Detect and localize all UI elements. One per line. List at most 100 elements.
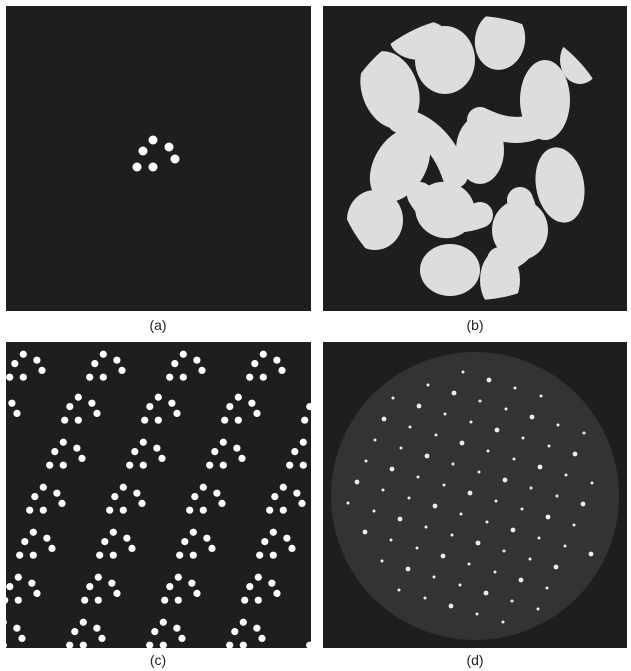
- spot: [389, 466, 395, 472]
- dot: [193, 589, 201, 598]
- dot: [268, 579, 276, 587]
- spot: [458, 583, 462, 587]
- spot: [354, 479, 360, 485]
- dot: [6, 642, 7, 648]
- spot: [459, 440, 465, 446]
- dot: [138, 146, 148, 156]
- spot: [590, 481, 594, 485]
- spot: [478, 399, 482, 403]
- spot: [416, 475, 420, 479]
- dot: [6, 596, 9, 604]
- dot: [186, 506, 194, 514]
- dot: [58, 499, 66, 507]
- diffraction-disc: [331, 352, 619, 640]
- dot: [141, 416, 149, 424]
- spot: [564, 473, 568, 477]
- spot: [518, 577, 524, 583]
- dot: [119, 506, 127, 514]
- dot: [273, 356, 281, 364]
- spot: [397, 516, 403, 522]
- dot: [211, 448, 219, 456]
- dot: [113, 589, 121, 598]
- dot: [93, 624, 101, 632]
- dot: [218, 499, 226, 507]
- dot: [269, 551, 277, 559]
- spot: [547, 444, 551, 448]
- spot: [520, 507, 524, 511]
- dot: [29, 551, 37, 559]
- dot: [39, 506, 47, 514]
- dot: [108, 579, 116, 587]
- bridge: [387, 107, 558, 273]
- dot: [128, 544, 136, 553]
- dot: [199, 483, 207, 491]
- motif: [132, 135, 180, 172]
- spot: [539, 394, 543, 398]
- dot: [148, 135, 158, 145]
- dot: [79, 618, 87, 626]
- spot: [483, 590, 489, 596]
- dot: [61, 416, 69, 424]
- dot: [221, 416, 229, 424]
- spot: [408, 425, 412, 429]
- dot: [21, 538, 29, 546]
- dot: [59, 461, 67, 469]
- dot: [248, 399, 256, 407]
- dot: [234, 416, 242, 424]
- dot: [219, 461, 227, 469]
- dot: [306, 403, 311, 411]
- dot: [154, 416, 162, 424]
- spot: [529, 486, 533, 490]
- dot: [259, 373, 267, 381]
- dot: [131, 448, 139, 456]
- spot: [467, 490, 473, 496]
- spot: [563, 544, 567, 548]
- spot: [502, 549, 506, 553]
- dot: [313, 445, 320, 452]
- dot: [231, 628, 239, 636]
- dot: [166, 373, 174, 381]
- spot: [364, 459, 368, 463]
- dot: [206, 461, 214, 469]
- spot: [426, 383, 430, 387]
- dot: [81, 596, 89, 604]
- dot: [306, 641, 311, 648]
- spot: [485, 520, 489, 524]
- dot: [74, 416, 82, 424]
- dot: [178, 634, 186, 643]
- dot: [193, 356, 201, 364]
- dot: [138, 499, 146, 507]
- dot: [173, 624, 181, 632]
- spot: [407, 496, 411, 500]
- spot: [448, 603, 454, 609]
- spot: [424, 525, 428, 529]
- spot: [477, 470, 481, 474]
- dot: [174, 573, 182, 581]
- spot: [536, 607, 540, 611]
- dot: [118, 366, 126, 374]
- dot: [253, 409, 261, 417]
- dot: [99, 373, 107, 381]
- dot: [259, 350, 267, 358]
- spot: [415, 546, 419, 550]
- dot: [109, 528, 117, 536]
- spot: [397, 588, 401, 592]
- spot: [588, 551, 594, 557]
- dot: [46, 461, 54, 469]
- dot: [189, 528, 197, 536]
- dot: [154, 393, 162, 401]
- spot: [493, 570, 497, 574]
- caption: (a): [149, 317, 166, 333]
- spot: [502, 477, 508, 483]
- dot: [94, 596, 102, 604]
- dot: [199, 506, 207, 514]
- dot: [74, 393, 82, 401]
- spot: [443, 412, 447, 416]
- dot: [164, 142, 174, 152]
- dot: [94, 573, 102, 581]
- dot: [148, 162, 158, 172]
- dot: [99, 350, 107, 358]
- spot: [555, 494, 559, 498]
- dot: [71, 628, 79, 636]
